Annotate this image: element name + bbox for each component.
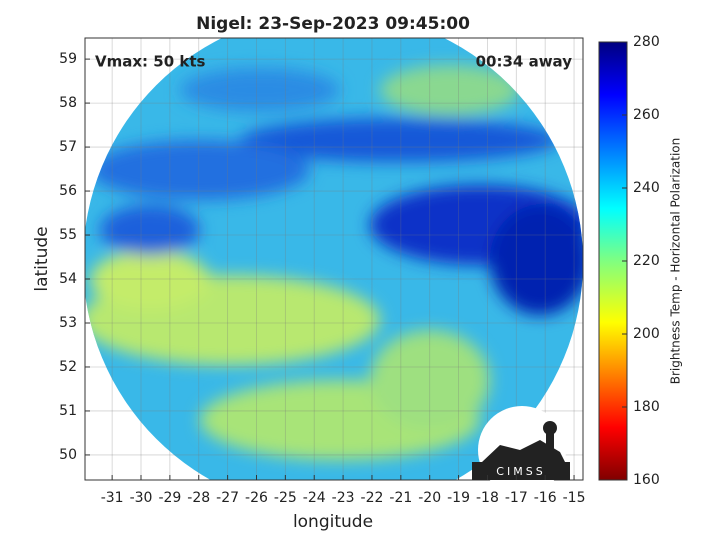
x-tick-label: -31 <box>101 490 124 506</box>
x-tick-label: -19 <box>447 490 470 506</box>
y-tick-label: 58 <box>59 95 77 111</box>
satellite-image <box>85 38 583 480</box>
y-tick-label: 51 <box>59 403 77 419</box>
y-tick-label: 54 <box>59 271 77 287</box>
x-tick-label: -16 <box>534 490 557 506</box>
cimss-logo: CIMSS <box>472 406 570 494</box>
y-tick-label: 50 <box>59 447 77 463</box>
x-tick-label: -22 <box>361 490 384 506</box>
x-tick-label: -26 <box>245 490 268 506</box>
x-tick-label: -15 <box>563 490 586 506</box>
x-tick-label: -25 <box>274 490 297 506</box>
logo-text: CIMSS <box>496 465 545 478</box>
x-tick-label: -30 <box>130 490 153 506</box>
x-tick-label: -27 <box>216 490 239 506</box>
x-tick-label: -17 <box>505 490 528 506</box>
plot-frame <box>84 37 584 481</box>
x-tick-label: -18 <box>476 490 499 506</box>
y-tick-label: 56 <box>59 183 77 199</box>
y-tick-label: 57 <box>59 139 77 155</box>
y-tick-label: 55 <box>59 227 77 243</box>
x-tick-label: -20 <box>418 490 441 506</box>
colorbar-tick-label: 160 <box>633 472 660 488</box>
annotation: Vmax: 50 kts <box>95 53 205 71</box>
colorbar-label: Brightness Temp - Horizontal Polarizatio… <box>669 138 683 385</box>
y-tick-label: 59 <box>59 51 77 67</box>
x-tick-label: -24 <box>303 490 326 506</box>
colorbar-tick-label: 220 <box>633 253 660 269</box>
colorbar-tick-label: 240 <box>633 180 660 196</box>
x-tick-label: -21 <box>389 490 412 506</box>
colorbar-tick-label: 280 <box>633 34 660 50</box>
y-tick-label: 53 <box>59 315 77 331</box>
colorbar-tick-label: 180 <box>633 399 660 415</box>
annotation: 00:34 away <box>476 53 573 71</box>
x-axis-label: longitude <box>293 512 373 532</box>
x-tick-label: -29 <box>158 490 181 506</box>
x-tick-label: -28 <box>187 490 210 506</box>
x-tick-label: -23 <box>332 490 355 506</box>
colorbar-tick-label: 200 <box>633 326 660 342</box>
colorbar-tick-label: 260 <box>633 107 660 123</box>
chart-title: Nigel: 23-Sep-2023 09:45:00 <box>196 14 470 34</box>
y-axis-label: latitude <box>32 226 52 291</box>
y-tick-label: 52 <box>59 359 77 375</box>
